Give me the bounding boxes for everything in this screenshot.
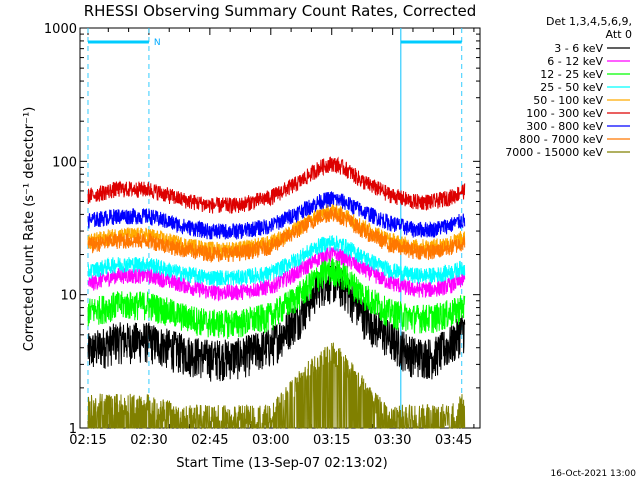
legend-label: 25 - 50 keV <box>540 81 603 94</box>
x-tick-label: 03:00 <box>252 433 289 448</box>
x-tick-label: 03:45 <box>435 433 472 448</box>
legend-header-1: Det 1,3,4,5,6,9, <box>546 15 632 28</box>
series-line-2 <box>87 257 466 339</box>
x-tick-label: 02:15 <box>69 433 106 448</box>
y-tick-label: 100 <box>52 155 77 170</box>
series-line-7 <box>87 207 466 264</box>
series-line-8 <box>87 342 466 430</box>
legend-label: 6 - 12 keV <box>547 55 603 68</box>
x-axis-label: Start Time (13-Sep-07 02:13:02) <box>176 456 387 471</box>
plot-area: 1 10 100 1000 02:15 02:30 02:45 03:00 03:15 03:30… <box>44 22 481 448</box>
legend-label: 3 - 6 keV <box>554 42 603 55</box>
x-tick-label: 02:45 <box>191 433 228 448</box>
legend-label: 800 - 7000 keV <box>519 133 603 146</box>
chart-title: RHESSI Observing Summary Count Rates, Co… <box>84 2 477 20</box>
legend-label: 7000 - 15000 keV <box>505 146 603 159</box>
y-tick-label: 10 <box>60 289 77 304</box>
series-line-0 <box>87 261 466 382</box>
y-tick-label: 1 <box>69 422 77 437</box>
night-marker-label: N <box>154 38 161 48</box>
y-tick-label: 1000 <box>44 22 77 37</box>
x-tick-label: 02:30 <box>130 433 167 448</box>
legend-label: 50 - 100 keV <box>533 94 603 107</box>
timestamp: 16-Oct-2021 13:00 <box>551 469 637 479</box>
y-axis-label: Corrected Count Rate (s⁻¹ detector⁻¹) <box>22 107 37 352</box>
x-tick-label: 03:15 <box>313 433 350 448</box>
series-line-3 <box>87 235 466 288</box>
legend-label: 300 - 800 keV <box>526 120 603 133</box>
legend-label: 100 - 300 keV <box>526 107 603 120</box>
x-tick-label: 03:30 <box>374 433 411 448</box>
legend-label: 12 - 25 keV <box>540 68 603 81</box>
legend-header-2: Att 0 <box>606 28 632 41</box>
series-line-5 <box>87 156 466 214</box>
series-line-6 <box>87 191 466 240</box>
